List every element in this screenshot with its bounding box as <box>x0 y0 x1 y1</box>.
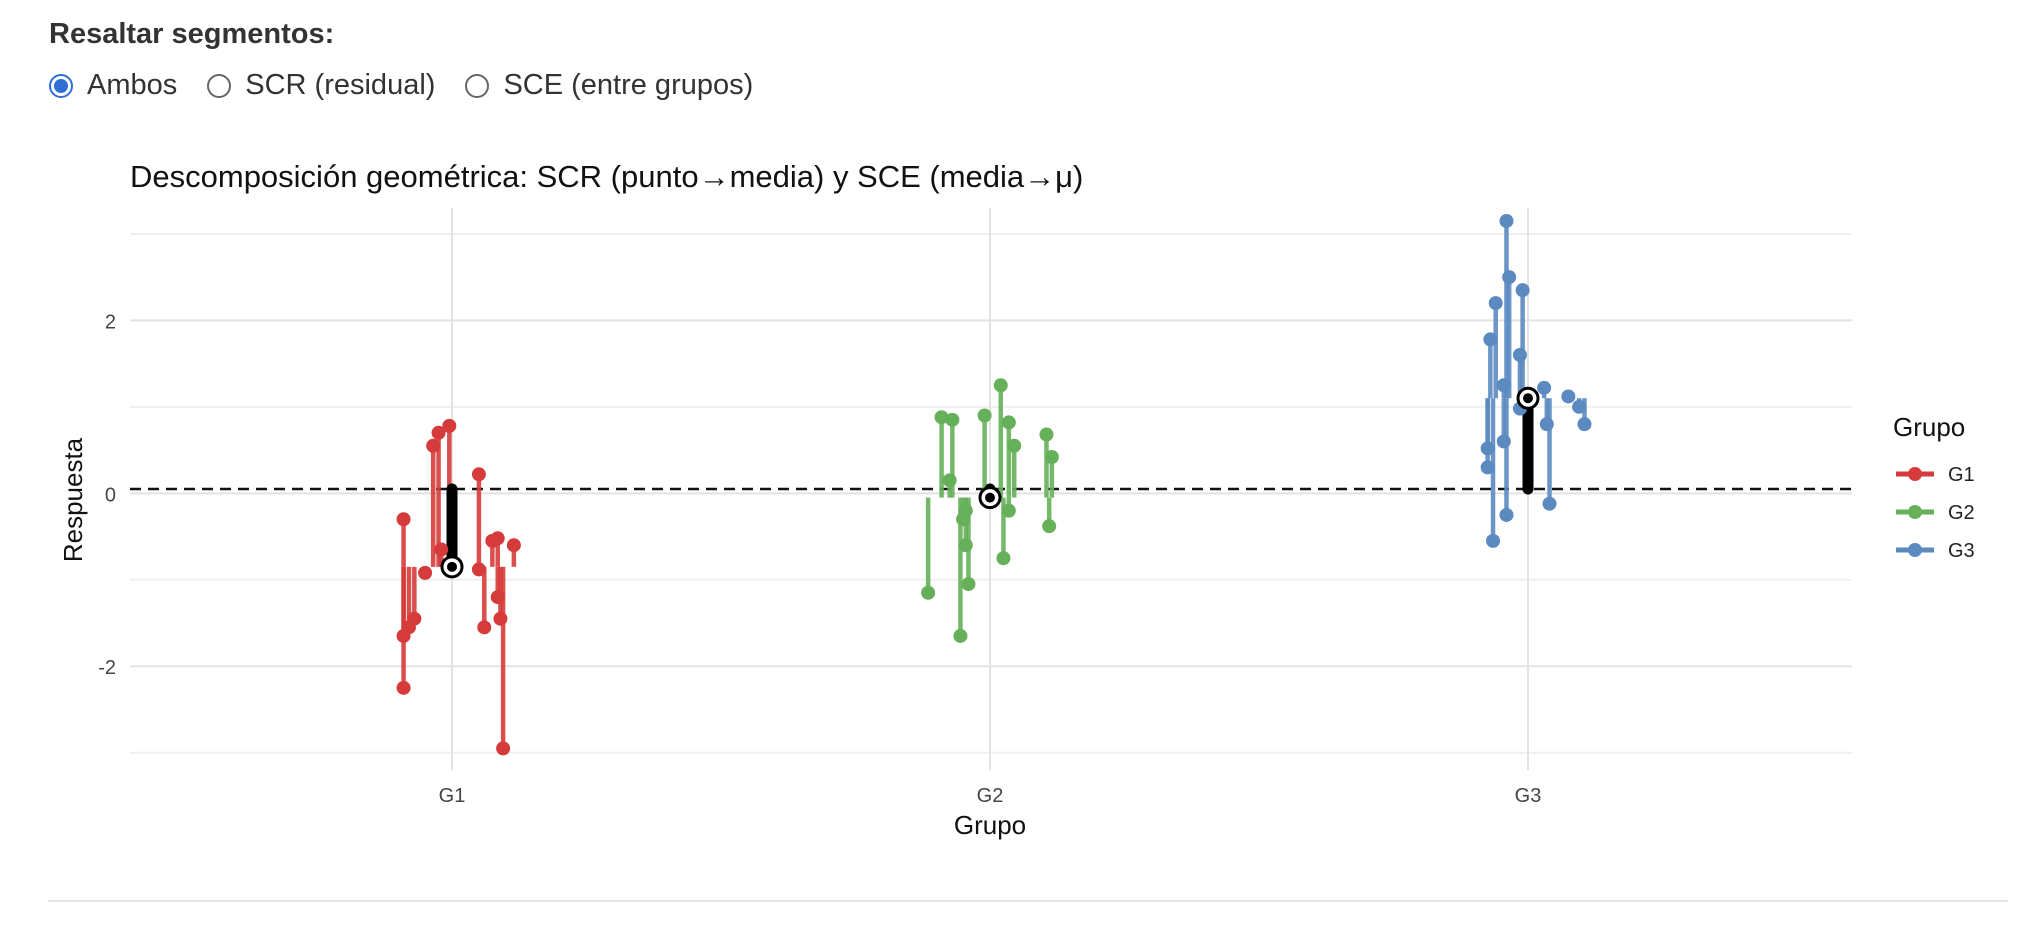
data-point <box>426 438 441 453</box>
radio-group: Ambos SCR (residual) SCE (entre grupos) <box>49 69 783 102</box>
data-point <box>1001 415 1016 430</box>
data-point <box>493 611 508 626</box>
legend-point-g1 <box>1908 467 1922 481</box>
legend-title: Grupo <box>1893 412 1965 442</box>
radio-label-ambos: Ambos <box>87 69 178 101</box>
data-point <box>1480 441 1495 456</box>
data-point <box>490 531 505 546</box>
data-point <box>1499 507 1514 522</box>
legend-point-g2 <box>1908 505 1922 519</box>
data-point <box>1561 389 1576 404</box>
y-tick-label: -2 <box>98 657 116 679</box>
control-title: Resaltar segmentos: <box>49 18 335 50</box>
data-point <box>977 408 992 423</box>
x-axis-label: Grupo <box>954 810 1026 840</box>
data-point <box>921 585 936 600</box>
data-point <box>1542 496 1557 511</box>
radio-sce-icon[interactable] <box>465 73 490 98</box>
data-point <box>961 577 976 592</box>
radio-option-ambos[interactable]: Ambos <box>49 69 177 102</box>
data-point <box>1486 533 1501 548</box>
radio-option-scr[interactable]: SCR (residual) <box>207 69 435 102</box>
data-point <box>1496 434 1511 449</box>
group-mean-center <box>985 492 995 503</box>
data-point <box>1577 417 1592 432</box>
data-point <box>1039 427 1054 442</box>
radio-label-sce: SCE (entre grupos) <box>503 69 754 101</box>
data-point <box>993 378 1008 393</box>
series-g3 <box>1480 213 1592 548</box>
data-point <box>471 562 486 577</box>
data-point <box>942 473 957 488</box>
data-point <box>996 551 1011 566</box>
radio-option-sce[interactable]: SCE (entre grupos) <box>465 69 753 102</box>
data-point <box>490 590 505 605</box>
data-point <box>1488 296 1503 311</box>
data-point <box>396 512 411 527</box>
group-mean-center <box>447 561 457 572</box>
data-point <box>431 425 446 440</box>
data-point <box>958 503 973 518</box>
radio-ambos-icon[interactable] <box>49 73 73 98</box>
data-point <box>1496 378 1511 393</box>
legend: Grupo G1 G2 G3 <box>1893 412 1975 562</box>
data-point <box>953 628 968 643</box>
data-point <box>1515 283 1530 298</box>
data-point <box>1502 270 1517 285</box>
data-point <box>1044 450 1059 465</box>
data-point <box>1512 347 1527 362</box>
data-point <box>1007 438 1022 453</box>
legend-label-g1: G1 <box>1948 464 1975 486</box>
radio-scr-icon[interactable] <box>207 73 232 98</box>
data-point <box>407 611 422 626</box>
segment-highlight-control: Resaltar segmentos: Ambos SCR (residual)… <box>49 18 783 102</box>
legend-label-g2: G2 <box>1948 502 1975 524</box>
data-point <box>477 620 492 635</box>
data-point <box>1001 503 1016 518</box>
data-point <box>958 538 973 553</box>
x-tick-label: G2 <box>977 785 1004 807</box>
data-point <box>1483 332 1498 347</box>
y-tick-label: 0 <box>105 484 116 506</box>
y-axis-label: Respuesta <box>58 437 88 562</box>
data-point <box>442 418 457 433</box>
data-point <box>1480 460 1495 475</box>
data-point <box>945 412 960 427</box>
x-tick-label: G3 <box>1515 785 1542 807</box>
data-point <box>418 565 433 580</box>
series-g2 <box>921 378 1059 643</box>
data-point <box>1572 399 1587 414</box>
legend-label-g3: G3 <box>1948 540 1975 562</box>
radio-label-scr: SCR (residual) <box>245 69 436 101</box>
group-mean-center <box>1523 393 1533 404</box>
series-g1 <box>396 418 521 756</box>
data-point <box>434 542 449 557</box>
axis-layer: -2 0 2 G1 G2 G3 <box>98 311 1541 807</box>
x-tick-label: G1 <box>439 785 466 807</box>
data-point <box>496 741 511 756</box>
data-point <box>1042 519 1057 534</box>
data-point <box>1537 380 1552 395</box>
data-point <box>396 680 411 695</box>
legend-point-g3 <box>1908 543 1922 557</box>
data-point <box>934 410 949 425</box>
data-layer <box>130 213 1852 756</box>
data-point <box>1499 213 1514 228</box>
data-point <box>471 467 486 482</box>
bottom-divider <box>48 900 2008 902</box>
data-point <box>1539 417 1554 432</box>
chart-title: Descomposición geométrica: SCR (punto→me… <box>130 159 1083 194</box>
data-point <box>506 538 521 553</box>
y-tick-label: 2 <box>105 311 116 333</box>
